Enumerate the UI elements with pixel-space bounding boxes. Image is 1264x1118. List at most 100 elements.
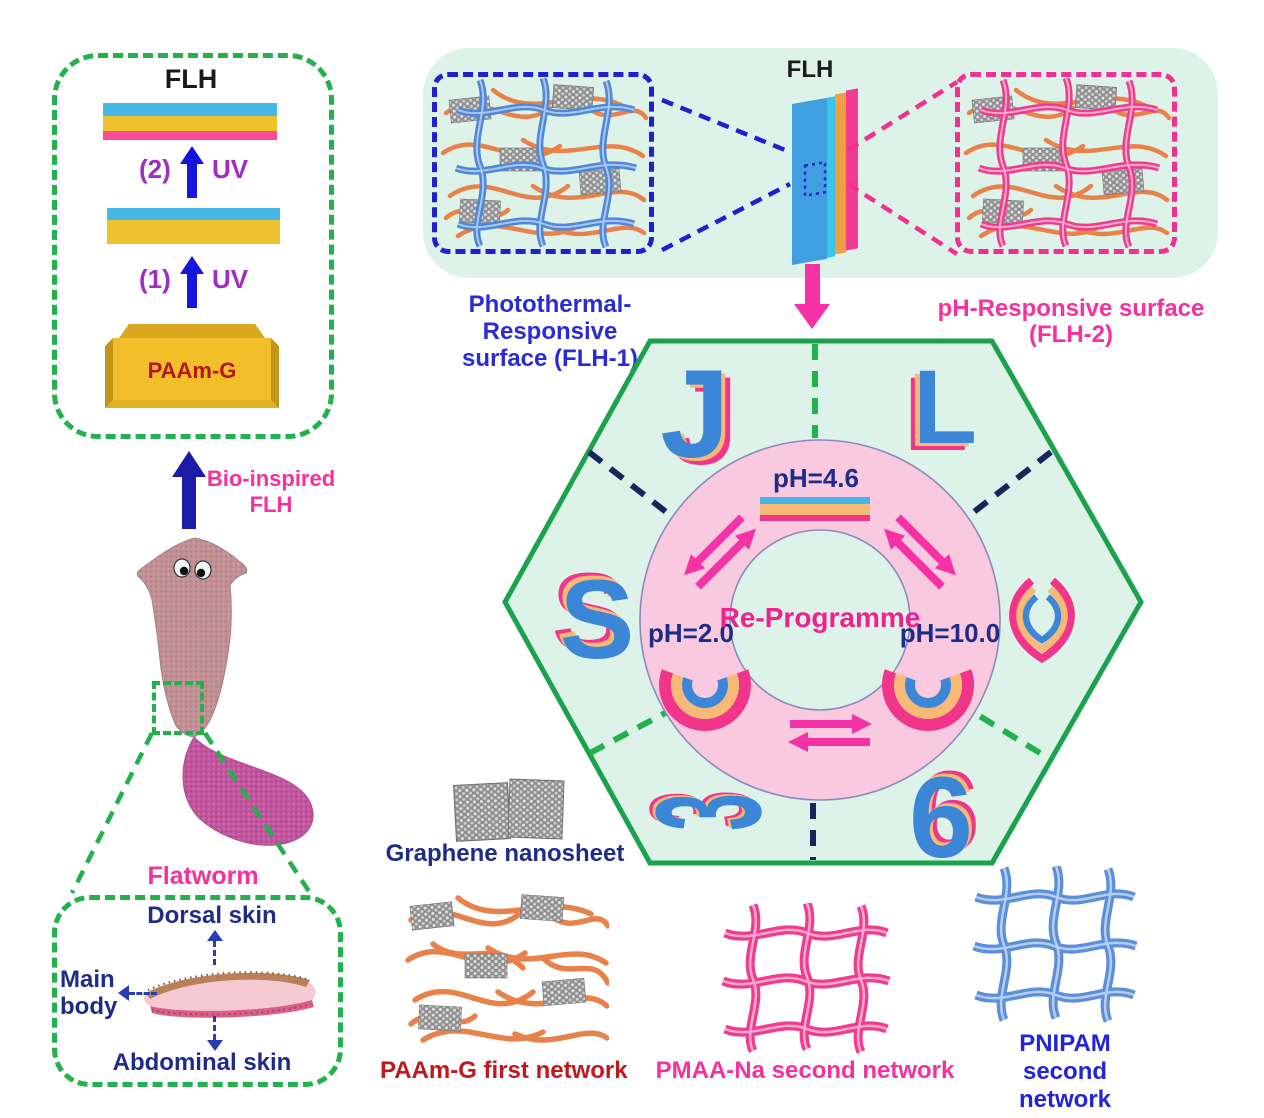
reprogramme-ring — [640, 440, 1000, 800]
pnipam-grid — [454, 78, 638, 248]
paamg-block-label: PAAm-G — [148, 358, 237, 383]
pmaa-network-label: PMAA-Na second network — [655, 1057, 955, 1084]
anatomy-box — [52, 895, 343, 1087]
main-body-label: Main body — [60, 966, 118, 1020]
svg-text:6: 6 — [909, 754, 973, 870]
letter-shape-six: 6 6 6 — [909, 748, 980, 870]
flatworm-eyes — [173, 558, 212, 580]
sector-divider-lines — [587, 344, 1053, 860]
photothermal-caption: Photothermal-Responsive surface (FLH-1) — [461, 291, 639, 372]
synthesis-box — [52, 53, 334, 439]
step1-uv-label: UV — [212, 264, 249, 294]
graphene-nanosheets — [409, 894, 587, 1032]
flh-bar-yellow-layer — [103, 116, 277, 131]
slab-zoom-rect — [803, 160, 827, 198]
flh-down-arrow-icon — [794, 264, 830, 329]
ring-outer-outline — [639, 439, 1001, 801]
ph-top-label: pH=4.6 — [773, 463, 859, 493]
svg-text:S: S — [552, 550, 627, 675]
paamg-block: PAAm-G — [105, 324, 279, 408]
main-body-arrow-icon — [118, 985, 157, 1001]
svg-text:J: J — [664, 348, 734, 487]
bio-inspired-arrow-icon — [172, 451, 206, 529]
hexagon-outline — [502, 338, 1144, 866]
panel-flh-label: FLH — [786, 56, 834, 83]
svg-text:S: S — [560, 557, 635, 682]
flh-bar-blue-layer — [103, 103, 277, 116]
dorsal-skin-label: Dorsal skin — [147, 902, 277, 929]
flatworm-body — [136, 537, 248, 738]
ph-right-label: pH=10.0 — [900, 618, 1000, 648]
bio-inspired-line1: Bio-inspired — [206, 466, 336, 491]
pnipam-network-label: PNIPAM second network — [1018, 1030, 1111, 1113]
abdominal-skin-label: Abdominal skin — [112, 1049, 292, 1076]
letter-shape-three: 3 3 3 — [619, 790, 793, 831]
pmaa-network-illustration — [721, 903, 891, 1054]
photothermal-network-box — [432, 72, 654, 254]
paamg-block-top-face — [119, 324, 265, 338]
flatworm-label: Flatworm — [147, 862, 259, 890]
step1-number: (1) — [139, 264, 171, 294]
svg-text:J: J — [660, 345, 730, 484]
step2-uv-label: UV — [212, 154, 249, 184]
cross-section-dorsal-layer — [146, 972, 310, 999]
skin-cross-section — [143, 971, 316, 1018]
paamg-network-illustration — [405, 894, 609, 1043]
flatworm-zoom-square — [152, 681, 204, 735]
reprogramme-label: Re-Programme — [720, 602, 921, 633]
paamg-block-front-face — [113, 338, 271, 400]
hexagon-diagram: pH=4.6 pH=2.0 pH=10.0 Re-Programme J J J… — [502, 338, 1144, 870]
pnipam-grid — [972, 866, 1138, 1023]
bio-inspired-line2: FLH — [249, 492, 293, 517]
coated-bar-yellow-layer — [107, 220, 280, 244]
svg-text:3: 3 — [619, 790, 787, 828]
flh-bar-pink-layer — [103, 131, 277, 140]
paamg-coated-bar — [107, 208, 280, 244]
graphene-nanosheet-illustration — [453, 778, 565, 842]
ph-caption: pH-Responsive surface (FLH-2) — [937, 295, 1205, 348]
letter-shape-l: L L L — [904, 349, 977, 473]
ph-left-label: pH=2.0 — [648, 618, 734, 648]
pnipam-network-illustration — [972, 866, 1138, 1023]
pmaa-grid — [977, 78, 1161, 248]
flatworm-tail — [182, 736, 314, 846]
svg-text:L: L — [913, 349, 977, 466]
flh-layered-bar — [103, 103, 277, 140]
leaf-shape — [1009, 577, 1075, 664]
svg-text:S: S — [556, 553, 631, 678]
svg-text:3: 3 — [622, 792, 790, 830]
step2-number: (2) — [139, 154, 171, 184]
flat-strip-shape — [760, 497, 870, 521]
svg-text:6: 6 — [912, 751, 976, 870]
svg-text:L: L — [908, 352, 972, 469]
slab-orange-layer — [835, 92, 846, 255]
paamg-block-left-edge — [105, 338, 113, 408]
svg-text:6: 6 — [916, 748, 980, 870]
synthesis-box-title: FLH — [164, 64, 218, 94]
graphene-label: Graphene nanosheet — [385, 840, 625, 867]
bio-inspired-label: Bio-inspired FLH — [206, 466, 336, 518]
paamg-network-label: PAAm-G first network — [380, 1057, 628, 1084]
paamg-block-bottom-edge — [105, 400, 279, 408]
ph-network-illustration — [963, 78, 1171, 248]
photothermal-network-illustration — [440, 78, 648, 248]
flatworm-illustration — [136, 537, 314, 846]
dorsal-arrow-icon — [207, 930, 223, 965]
ph-network-box — [955, 72, 1177, 254]
ring-inner-outline — [729, 529, 911, 711]
letter-shape-j: J J J — [660, 345, 739, 491]
uv-arrow-1-icon — [180, 256, 204, 308]
paamg-block-right-edge — [271, 338, 279, 408]
abdominal-arrow-icon — [207, 1016, 223, 1051]
slab-pink-layer — [846, 88, 858, 251]
coated-bar-blue-layer — [107, 208, 280, 220]
pmaa-grid — [721, 903, 891, 1054]
horseshoe-shape-right — [882, 669, 974, 731]
svg-text:L: L — [904, 356, 968, 473]
flh-slab — [792, 88, 858, 265]
slab-blue-face — [792, 97, 827, 265]
svg-text:3: 3 — [625, 793, 793, 831]
uv-arrow-2-icon — [180, 146, 204, 198]
svg-text:J: J — [669, 352, 739, 491]
